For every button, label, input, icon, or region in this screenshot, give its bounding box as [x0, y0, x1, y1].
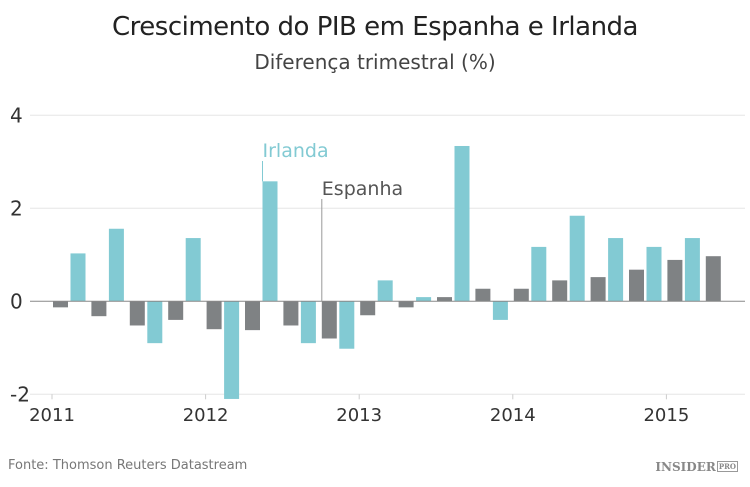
bar-espanha	[53, 301, 68, 308]
bar-espanha	[398, 301, 414, 308]
bar-irlanda	[224, 301, 240, 399]
bar-espanha	[590, 277, 606, 302]
bar-irlanda	[416, 297, 432, 302]
x-tick-label: 2012	[183, 405, 229, 426]
chart-subtitle: Diferença trimestral (%)	[254, 50, 496, 74]
bar-irlanda	[646, 246, 662, 302]
bar-irlanda	[569, 215, 585, 302]
bar-irlanda	[300, 301, 316, 344]
y-tick-label: 0	[10, 289, 23, 313]
bar-espanha	[283, 301, 299, 326]
bar-espanha	[206, 301, 222, 330]
bar-espanha	[667, 259, 683, 302]
bar-espanha	[168, 301, 184, 320]
bar-irlanda	[108, 228, 124, 302]
bar-espanha	[475, 288, 491, 302]
source-note: Fonte: Thomson Reuters Datastream	[8, 458, 248, 473]
bar-espanha	[705, 256, 721, 302]
y-tick-label: -2	[10, 382, 30, 406]
bar-espanha	[552, 280, 568, 302]
x-tick-label: 2011	[29, 405, 75, 426]
bar-irlanda	[339, 301, 355, 349]
y-tick-label: 4	[10, 103, 23, 127]
bar-irlanda	[147, 301, 163, 344]
bar-irlanda	[608, 238, 624, 302]
bar-espanha	[629, 269, 644, 302]
logo-badge: PRO	[716, 461, 738, 472]
logo-text: INSIDER	[655, 460, 716, 474]
bar-espanha	[91, 301, 107, 317]
bar-irlanda	[454, 145, 470, 302]
bar-espanha	[245, 301, 260, 331]
bar-espanha	[129, 301, 145, 326]
bar-irlanda	[684, 238, 700, 302]
annotation-label-irlanda: Irlanda	[263, 140, 329, 162]
bar-espanha	[360, 301, 376, 316]
insider-pro-logo: INSIDER PRO	[655, 460, 738, 474]
bar-irlanda	[185, 238, 201, 302]
annotation-label-espanha: Espanha	[322, 178, 403, 200]
chart-title: Crescimento do PIB em Espanha e Irlanda	[112, 12, 638, 42]
bar-irlanda	[531, 246, 547, 302]
x-tick-label: 2015	[643, 405, 689, 426]
bar-espanha	[437, 297, 452, 302]
bar-irlanda	[70, 253, 86, 302]
bar-irlanda	[377, 280, 393, 302]
bar-irlanda	[492, 301, 508, 320]
x-tick-label: 2014	[490, 405, 536, 426]
bar-espanha	[513, 288, 529, 302]
y-tick-label: 2	[10, 196, 23, 220]
bar-irlanda	[262, 181, 278, 302]
bar-espanha	[321, 301, 337, 339]
x-tick-label: 2013	[336, 405, 382, 426]
